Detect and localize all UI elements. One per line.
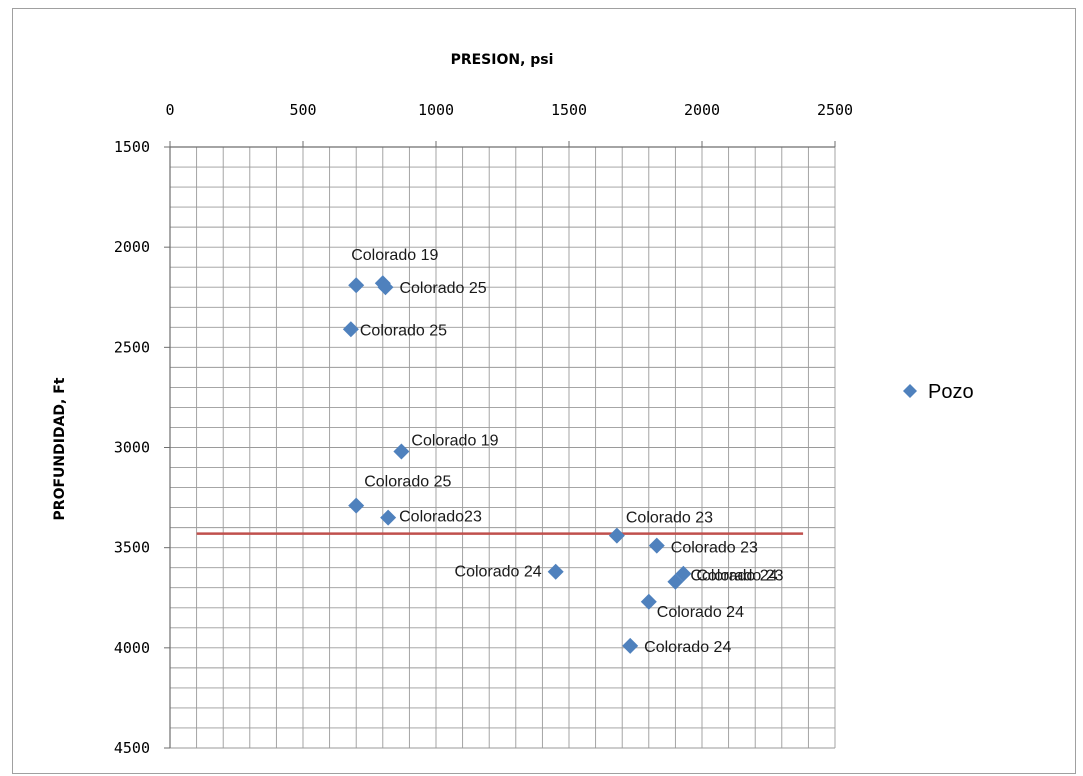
legend-marker	[903, 384, 917, 398]
point-labels: Colorado 19 Colorado 25 Colorado 25 Colorad…	[351, 247, 783, 656]
point-label: Colorado 23	[626, 510, 713, 527]
y-tick-label: 2500	[114, 338, 150, 356]
data-point	[348, 277, 365, 294]
data-point	[640, 593, 657, 610]
point-label: Colorado 25	[364, 474, 451, 491]
point-label: Colorado 24	[690, 568, 777, 585]
y-axis-title: PROFUNDIDAD, Ft	[52, 377, 68, 520]
y-tick-label: 4000	[114, 639, 150, 657]
x-tick-label: 2000	[684, 101, 720, 119]
legend: Pozo	[903, 381, 974, 403]
data-point	[608, 527, 625, 544]
x-tick-label: 1000	[418, 101, 454, 119]
data-point	[342, 321, 359, 338]
legend-entry-pozo: Pozo	[928, 381, 974, 403]
point-label: Colorado23	[399, 509, 482, 526]
x-tick-label: 1500	[551, 101, 587, 119]
point-label: Colorado 24	[455, 564, 542, 581]
data-point	[377, 279, 394, 296]
x-tick-label: 0	[165, 101, 174, 119]
y-tick-label: 2000	[114, 238, 150, 256]
data-points	[342, 275, 692, 654]
point-label: Colorado 23	[671, 540, 758, 557]
grid-lines	[169, 146, 836, 749]
x-tick-label: 2500	[817, 101, 853, 119]
y-tick-label: 3500	[114, 539, 150, 557]
data-point	[393, 443, 410, 460]
point-label: Colorado 25	[399, 280, 486, 297]
point-label: Colorado 19	[411, 433, 498, 450]
y-tick-labels: 1500 2000 2500 3000 3500 4000 4500	[114, 138, 170, 757]
point-label: Colorado 19	[351, 247, 438, 264]
data-point	[547, 563, 564, 580]
point-label: Colorado 24	[644, 639, 731, 656]
x-tick-labels: 0 500 1000 1500 2000 2500	[165, 101, 853, 147]
x-tick-label: 500	[289, 101, 316, 119]
point-label: Colorado 24	[657, 604, 744, 621]
data-point	[380, 509, 397, 526]
data-point	[667, 573, 684, 590]
data-point	[348, 497, 365, 514]
data-point	[648, 537, 665, 554]
y-tick-label: 4500	[114, 739, 150, 757]
y-tick-label: 3000	[114, 439, 150, 457]
point-label: Colorado 23	[696, 568, 783, 585]
chart-frame	[12, 8, 1076, 774]
y-tick-label: 1500	[114, 138, 150, 156]
x-axis-title: PRESION, psi	[451, 52, 554, 68]
data-point	[622, 637, 639, 654]
point-label: Colorado 25	[360, 322, 447, 339]
